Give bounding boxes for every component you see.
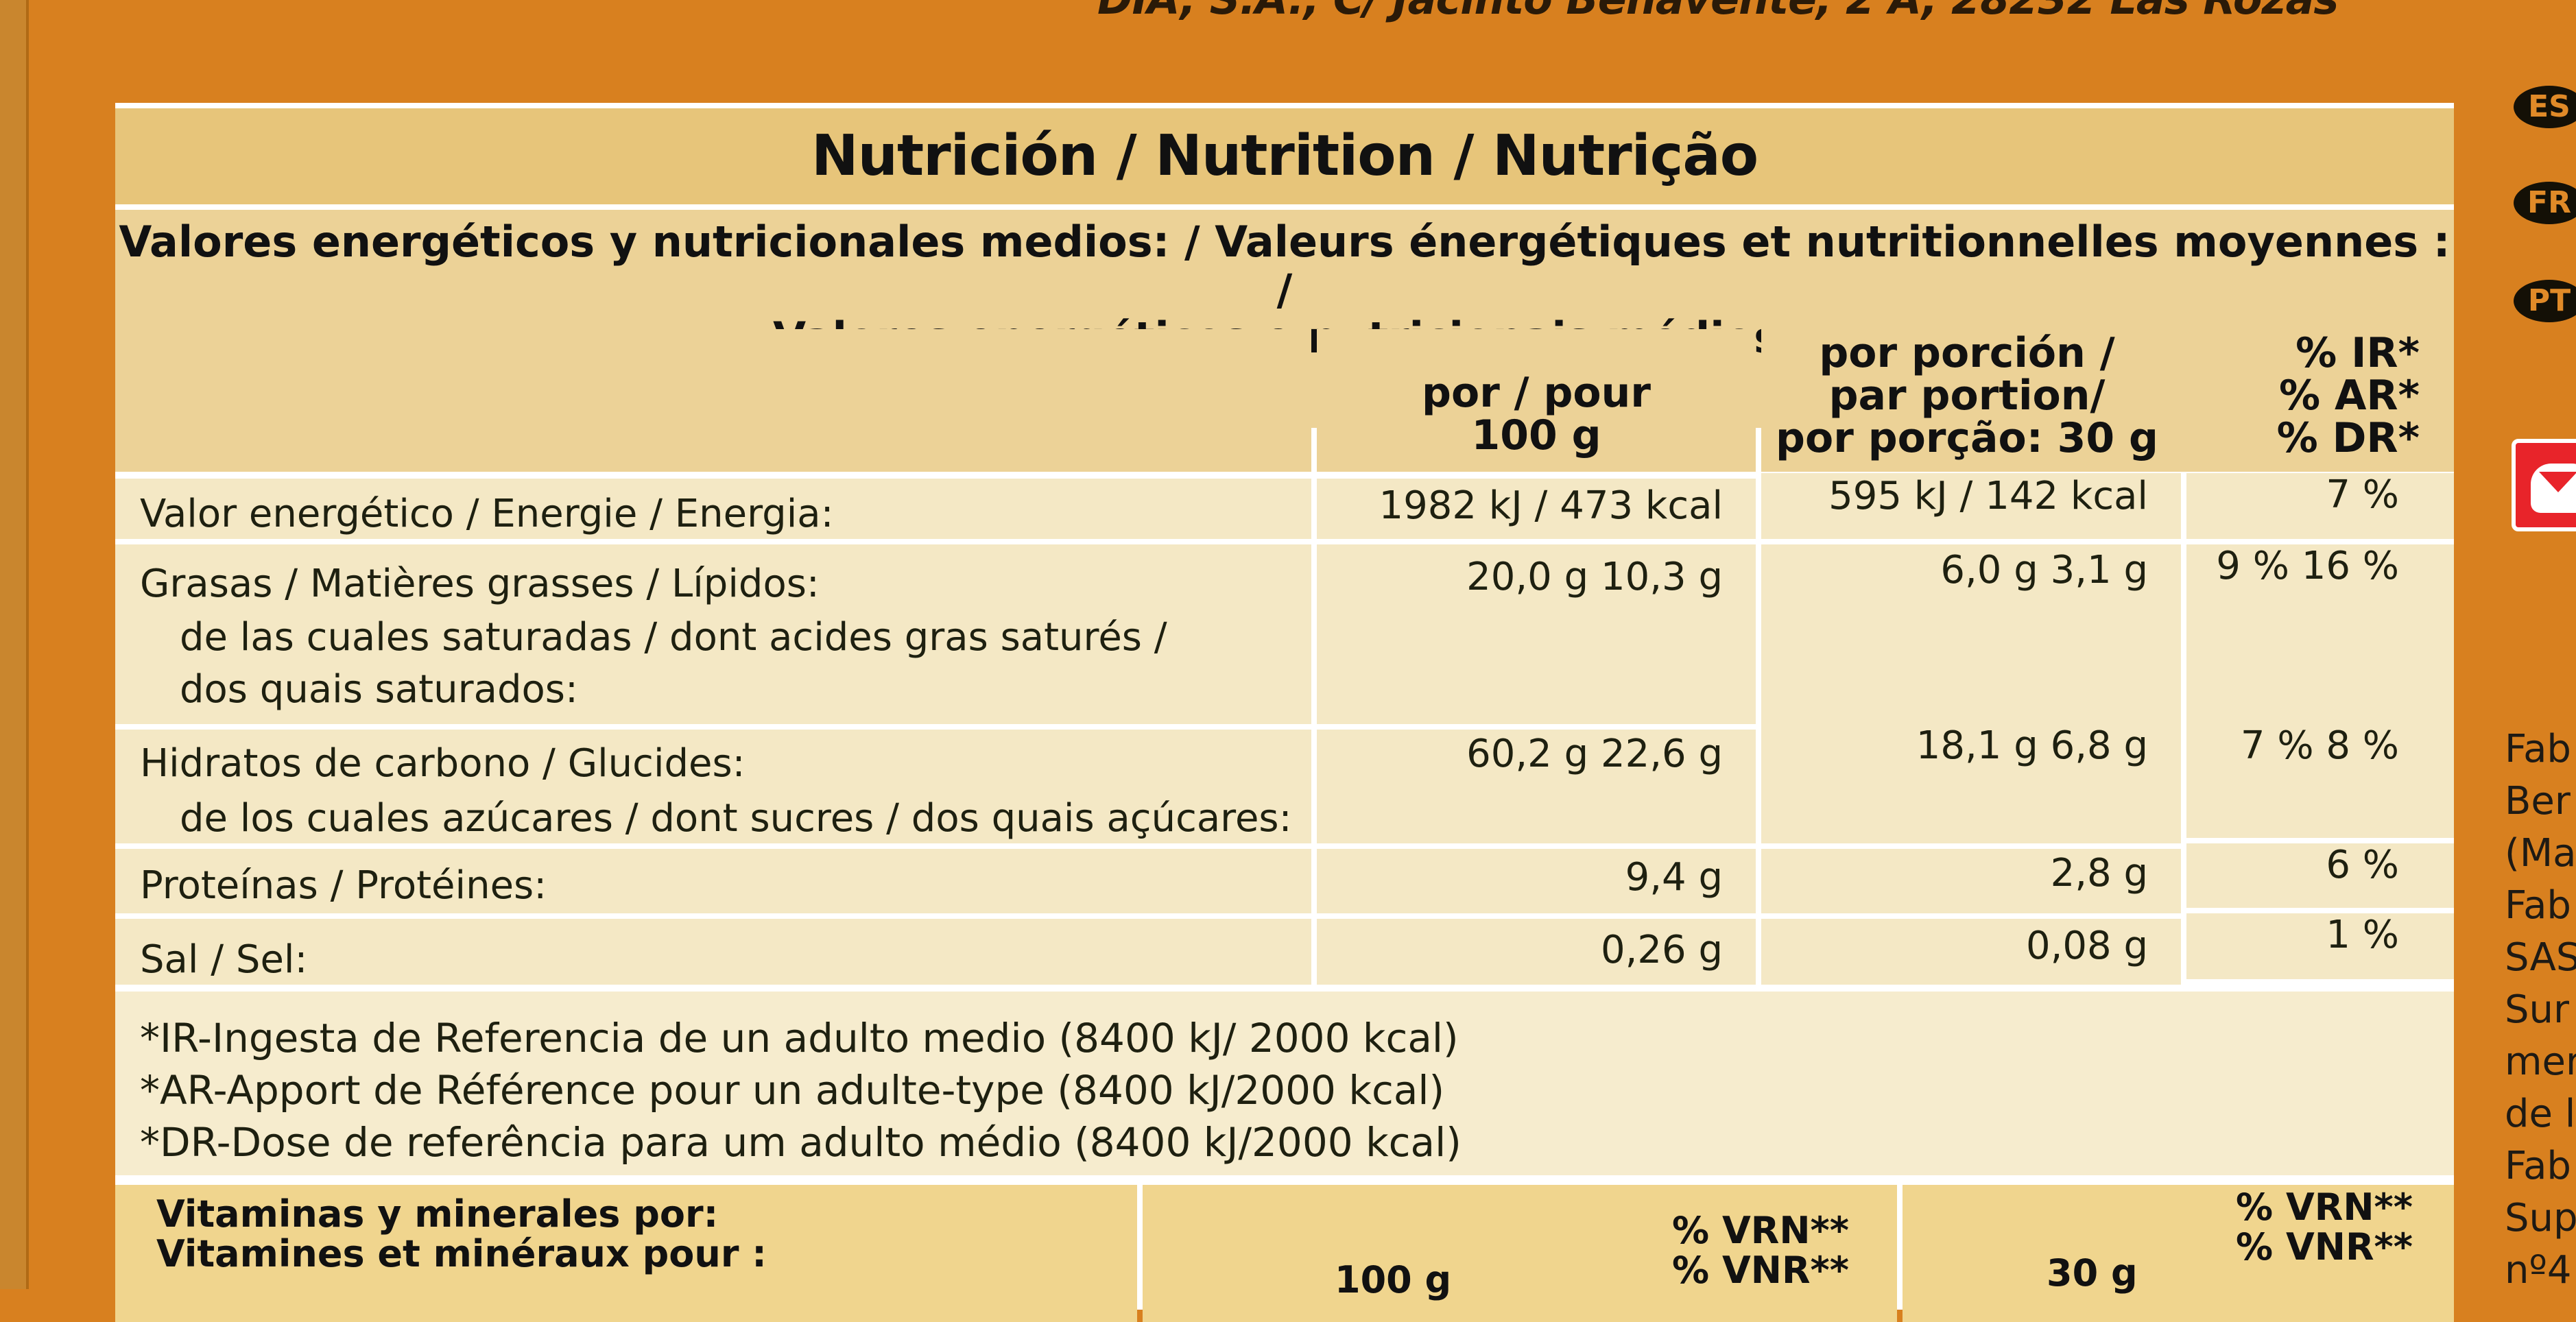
- vitamins-amount: 100 g: [1335, 1258, 1452, 1301]
- vitamins-label-fr: Vitamines et minéraux pour :: [156, 1232, 767, 1275]
- language-badge-es: ES: [2514, 86, 2576, 128]
- nutrition-table: Nutrición / Nutrition / Nutrição Valores…: [115, 103, 2454, 1322]
- footnote-dr: *DR-Dose de referência para um adulto mé…: [140, 1119, 1462, 1166]
- header-per-100g: por / pour 100 g: [1317, 329, 1756, 472]
- side-manufacturer-text: Fab Ber (Ma Fab SAS Sur mer de l Fab Sup…: [2505, 727, 2576, 1293]
- vitamins-amount: 30 g: [2047, 1251, 2138, 1295]
- header-text: por porción /: [1819, 329, 2115, 377]
- row-salt-portion: 0,08 g: [1761, 919, 2181, 985]
- header-label-cell: [115, 329, 1311, 472]
- row-fat-per100: 20,0 g 10,3 g: [1317, 544, 1756, 724]
- header-text: par portion/: [1828, 372, 2106, 420]
- subtitle-line-1: Valores energéticos y nutricionales medi…: [119, 217, 2450, 315]
- row-fat-portion: 6,0 g 3,1 g: [1761, 544, 2181, 724]
- row-salt-per100: 0,26 g: [1317, 919, 1756, 985]
- row-energy-portion: 595 kJ / 142 kcal: [1761, 473, 2181, 539]
- row-salt-pct: 1 %: [2186, 913, 2454, 979]
- table-title: Nutrición / Nutrition / Nutrição: [811, 123, 1758, 189]
- row-energy-per100: 1982 kJ / 473 kcal: [1317, 479, 1756, 539]
- brand-logo-icon: [2512, 439, 2576, 531]
- vitamins-per-portion-header: 30 g % VRN** % VNR**: [1903, 1185, 2454, 1322]
- vitamins-label: Vitaminas y minerales por: Vitamines et …: [115, 1185, 1137, 1322]
- vitamins-pct: % VRN** % VNR**: [2236, 1186, 2413, 1269]
- header-text: 100 g: [1471, 411, 1601, 459]
- vitamins-pct: % VRN** % VNR**: [1672, 1209, 1849, 1292]
- vitamins-label-es: Vitaminas y minerales por:: [156, 1192, 719, 1236]
- language-badge-pt: PT: [2514, 280, 2576, 322]
- manufacturer-address: DIA, S.A., C/ Jacinto Benavente, 2 A, 28…: [1097, 0, 2339, 24]
- row-carbs-per100: 60,2 g 22,6 g: [1317, 730, 1756, 843]
- header-per-portion-and-pct: por porción / par portion/ por porção: 3…: [1761, 321, 2454, 472]
- header-text: % AR*: [2278, 372, 2420, 420]
- row-protein-per100: 9,4 g: [1317, 849, 1756, 913]
- package-edge: [0, 0, 29, 1289]
- row-fat-pct: 9 % 16 %: [2186, 544, 2454, 724]
- row-protein-pct: 6 %: [2186, 843, 2454, 908]
- row-protein-label: Proteínas / Protéines:: [115, 849, 1311, 913]
- header-text: % DR*: [2276, 414, 2420, 462]
- footnote-ir: *IR-Ingesta de Referencia de un adulto m…: [140, 1015, 1459, 1061]
- title-band: Nutrición / Nutrition / Nutrição: [115, 108, 2454, 204]
- row-protein-portion: 2,8 g: [1761, 849, 2181, 913]
- row-energy-pct: 7 %: [2186, 473, 2454, 539]
- footnote-ar: *AR-Apport de Référence pour un adulte-t…: [140, 1067, 1445, 1114]
- footnotes: *IR-Ingesta de Referencia de un adulto m…: [115, 992, 2454, 1175]
- row-energy-label: Valor energético / Energie / Energia:: [115, 479, 1311, 539]
- row-fat-label: Grasas / Matières grasses / Lípidos: de …: [115, 544, 1311, 724]
- header-per-portion: por porción / par portion/ por porção: 3…: [1761, 332, 2173, 459]
- row-salt-label: Sal / Sel:: [115, 919, 1311, 985]
- header-text: por / pour: [1422, 369, 1651, 417]
- row-carbs-pct: 7 % 8 %: [2186, 724, 2454, 838]
- language-badge-fr: FR: [2514, 182, 2576, 224]
- row-carbs-label: Hidratos de carbono / Glucides: de los c…: [115, 730, 1311, 843]
- header-pct-ir: % IR* % AR* % DR*: [2186, 332, 2420, 459]
- header-text: por porção: 30 g: [1776, 414, 2158, 462]
- vitamins-per100-header: 100 g % VRN** % VNR**: [1143, 1185, 1897, 1322]
- header-text: % IR*: [2295, 329, 2420, 377]
- row-carbs-portion: 18,1 g 6,8 g: [1761, 724, 2181, 843]
